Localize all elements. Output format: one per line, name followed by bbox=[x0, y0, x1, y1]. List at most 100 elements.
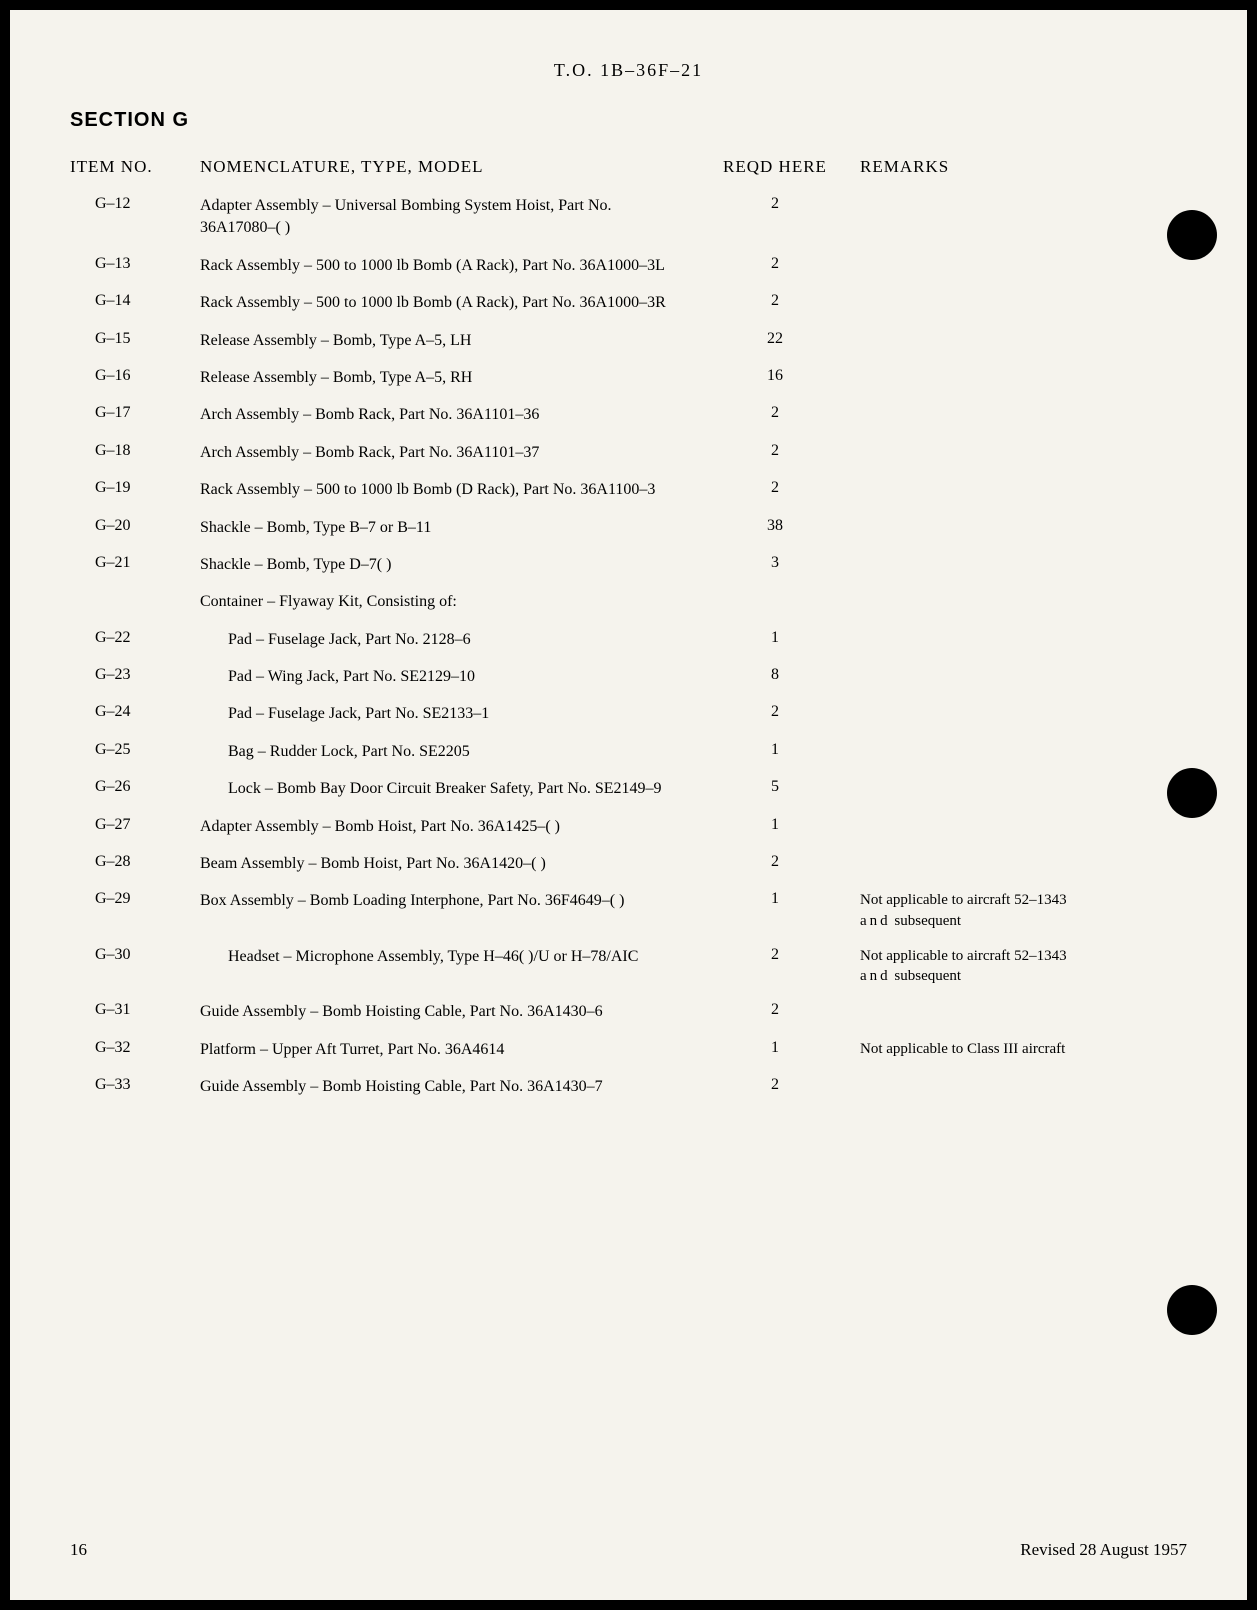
page-number: 16 bbox=[70, 1540, 87, 1560]
item-number: G–30 bbox=[70, 946, 200, 964]
item-number: G–27 bbox=[70, 816, 200, 834]
table-row: G–23Pad – Wing Jack, Part No. SE2129–108 bbox=[70, 666, 1187, 688]
table-row: G–26Lock – Bomb Bay Door Circuit Breaker… bbox=[70, 778, 1187, 800]
page-footer: 16 Revised 28 August 1957 bbox=[70, 1540, 1187, 1560]
nomenclature-text: Bag – Rudder Lock, Part No. SE2205 bbox=[200, 741, 690, 763]
item-number: G–23 bbox=[70, 666, 200, 684]
nomenclature-text: Rack Assembly – 500 to 1000 lb Bomb (A R… bbox=[200, 292, 690, 314]
nomenclature-text: Release Assembly – Bomb, Type A–5, RH bbox=[200, 367, 690, 389]
item-number: G–18 bbox=[70, 442, 200, 460]
required-quantity: 2 bbox=[690, 404, 860, 422]
item-number: G–13 bbox=[70, 255, 200, 273]
nomenclature-text: Container – Flyaway Kit, Consisting of: bbox=[200, 591, 690, 613]
nomenclature-text: Rack Assembly – 500 to 1000 lb Bomb (A R… bbox=[200, 255, 690, 277]
table-row: G–24Pad – Fuselage Jack, Part No. SE2133… bbox=[70, 703, 1187, 725]
nomenclature-text: Headset – Microphone Assembly, Type H–46… bbox=[200, 946, 690, 968]
nomenclature-text: Guide Assembly – Bomb Hoisting Cable, Pa… bbox=[200, 1076, 690, 1098]
table-body: G–12Adapter Assembly – Universal Bombing… bbox=[70, 195, 1187, 1099]
item-number: G–21 bbox=[70, 554, 200, 572]
table-row: G–32Platform – Upper Aft Turret, Part No… bbox=[70, 1039, 1187, 1061]
required-quantity: 38 bbox=[690, 517, 860, 535]
required-quantity: 2 bbox=[690, 255, 860, 273]
item-number: G–33 bbox=[70, 1076, 200, 1094]
header-reqd: REQD HERE bbox=[690, 157, 860, 177]
required-quantity: 1 bbox=[690, 816, 860, 834]
item-number: G–31 bbox=[70, 1001, 200, 1019]
nomenclature-text: Guide Assembly – Bomb Hoisting Cable, Pa… bbox=[200, 1001, 690, 1023]
required-quantity: 22 bbox=[690, 330, 860, 348]
item-number: G–29 bbox=[70, 890, 200, 908]
table-row: G–18Arch Assembly – Bomb Rack, Part No. … bbox=[70, 442, 1187, 464]
required-quantity: 8 bbox=[690, 666, 860, 684]
item-number: G–20 bbox=[70, 517, 200, 535]
nomenclature-text: Pad – Fuselage Jack, Part No. 2128–6 bbox=[200, 629, 690, 651]
required-quantity: 2 bbox=[690, 195, 860, 213]
nomenclature-text: Arch Assembly – Bomb Rack, Part No. 36A1… bbox=[200, 442, 690, 464]
document-number: T.O. 1B–36F–21 bbox=[70, 60, 1187, 81]
nomenclature-text: Box Assembly – Bomb Loading Interphone, … bbox=[200, 890, 690, 912]
nomenclature-text: Pad – Wing Jack, Part No. SE2129–10 bbox=[200, 666, 690, 688]
nomenclature-text: Beam Assembly – Bomb Hoist, Part No. 36A… bbox=[200, 853, 690, 875]
header-remarks: REMARKS bbox=[860, 157, 1100, 177]
required-quantity: 2 bbox=[690, 853, 860, 871]
remarks-text: Not applicable to aircraft 52–1343 and s… bbox=[860, 946, 1100, 987]
revision-date: Revised 28 August 1957 bbox=[1020, 1540, 1187, 1560]
required-quantity: 2 bbox=[690, 703, 860, 721]
nomenclature-text: Platform – Upper Aft Turret, Part No. 36… bbox=[200, 1039, 690, 1061]
nomenclature-text: Adapter Assembly – Bomb Hoist, Part No. … bbox=[200, 816, 690, 838]
item-number: G–22 bbox=[70, 629, 200, 647]
parts-table: ITEM NO. NOMENCLATURE, TYPE, MODEL REQD … bbox=[70, 157, 1187, 1099]
required-quantity: 2 bbox=[690, 292, 860, 310]
required-quantity: 2 bbox=[690, 946, 860, 964]
table-header-row: ITEM NO. NOMENCLATURE, TYPE, MODEL REQD … bbox=[70, 157, 1187, 177]
item-number: G–14 bbox=[70, 292, 200, 310]
hole-punch-mark bbox=[1167, 768, 1217, 818]
item-number: G–12 bbox=[70, 195, 200, 213]
header-nomenclature: NOMENCLATURE, TYPE, MODEL bbox=[200, 157, 690, 177]
item-number: G–25 bbox=[70, 741, 200, 759]
item-number: G–19 bbox=[70, 479, 200, 497]
required-quantity: 16 bbox=[690, 367, 860, 385]
nomenclature-text: Lock – Bomb Bay Door Circuit Breaker Saf… bbox=[200, 778, 690, 800]
hole-punch-mark bbox=[1167, 1285, 1217, 1335]
header-item-no: ITEM NO. bbox=[70, 157, 200, 177]
nomenclature-text: Adapter Assembly – Universal Bombing Sys… bbox=[200, 195, 690, 240]
item-number: G–32 bbox=[70, 1039, 200, 1057]
document-page: T.O. 1B–36F–21 SECTION G ITEM NO. NOMENC… bbox=[10, 10, 1247, 1600]
table-row: G–19Rack Assembly – 500 to 1000 lb Bomb … bbox=[70, 479, 1187, 501]
item-number: G–24 bbox=[70, 703, 200, 721]
nomenclature-text: Shackle – Bomb, Type B–7 or B–11 bbox=[200, 517, 690, 539]
required-quantity: 2 bbox=[690, 1001, 860, 1019]
table-row: Container – Flyaway Kit, Consisting of: bbox=[70, 591, 1187, 613]
table-row: G–31Guide Assembly – Bomb Hoisting Cable… bbox=[70, 1001, 1187, 1023]
nomenclature-text: Arch Assembly – Bomb Rack, Part No. 36A1… bbox=[200, 404, 690, 426]
nomenclature-text: Release Assembly – Bomb, Type A–5, LH bbox=[200, 330, 690, 352]
table-row: G–29Box Assembly – Bomb Loading Interpho… bbox=[70, 890, 1187, 931]
nomenclature-text: Pad – Fuselage Jack, Part No. SE2133–1 bbox=[200, 703, 690, 725]
required-quantity: 2 bbox=[690, 1076, 860, 1094]
table-row: G–12Adapter Assembly – Universal Bombing… bbox=[70, 195, 1187, 240]
table-row: G–21Shackle – Bomb, Type D–7( )3 bbox=[70, 554, 1187, 576]
table-row: G–13Rack Assembly – 500 to 1000 lb Bomb … bbox=[70, 255, 1187, 277]
table-row: G–28Beam Assembly – Bomb Hoist, Part No.… bbox=[70, 853, 1187, 875]
item-number: G–17 bbox=[70, 404, 200, 422]
table-row: G–14Rack Assembly – 500 to 1000 lb Bomb … bbox=[70, 292, 1187, 314]
hole-punch-mark bbox=[1167, 210, 1217, 260]
nomenclature-text: Rack Assembly – 500 to 1000 lb Bomb (D R… bbox=[200, 479, 690, 501]
required-quantity: 1 bbox=[690, 629, 860, 647]
table-row: G–25Bag – Rudder Lock, Part No. SE22051 bbox=[70, 741, 1187, 763]
item-number: G–16 bbox=[70, 367, 200, 385]
table-row: G–33Guide Assembly – Bomb Hoisting Cable… bbox=[70, 1076, 1187, 1098]
required-quantity: 1 bbox=[690, 1039, 860, 1057]
table-row: G–20Shackle – Bomb, Type B–7 or B–1138 bbox=[70, 517, 1187, 539]
table-row: G–17Arch Assembly – Bomb Rack, Part No. … bbox=[70, 404, 1187, 426]
table-row: G–22Pad – Fuselage Jack, Part No. 2128–6… bbox=[70, 629, 1187, 651]
required-quantity: 1 bbox=[690, 890, 860, 908]
item-number: G–26 bbox=[70, 778, 200, 796]
required-quantity: 2 bbox=[690, 479, 860, 497]
remarks-text: Not applicable to Class III aircraft bbox=[860, 1039, 1100, 1059]
required-quantity: 3 bbox=[690, 554, 860, 572]
table-row: G–15Release Assembly – Bomb, Type A–5, L… bbox=[70, 330, 1187, 352]
required-quantity: 1 bbox=[690, 741, 860, 759]
table-row: G–16Release Assembly – Bomb, Type A–5, R… bbox=[70, 367, 1187, 389]
